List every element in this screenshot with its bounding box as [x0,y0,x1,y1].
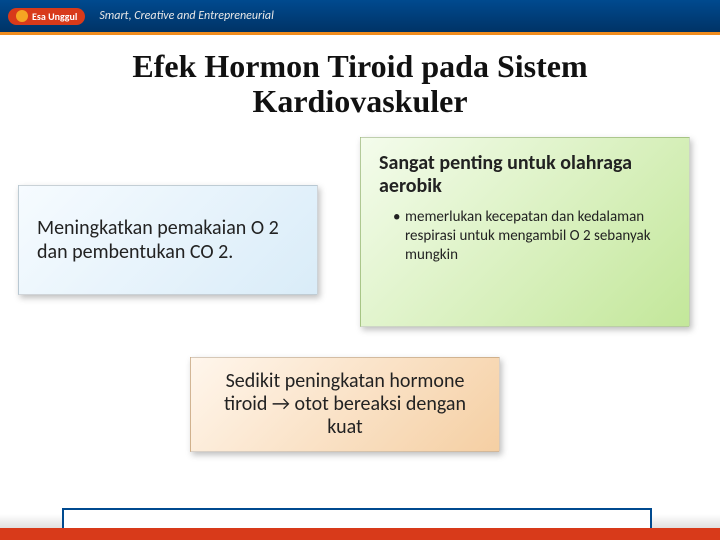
box-right: Sangat penting untuk olahraga aerobik me… [360,137,690,327]
tagline: Smart, Creative and Entrepreneurial [99,9,273,23]
box-right-heading: Sangat penting untuk olahraga aerobik [379,152,671,198]
slide-title: Efek Hormon Tiroid pada Sistem Kardiovas… [40,49,680,119]
box-left: Meningkatkan pemakaian O 2 dan pembentuk… [18,185,318,295]
header-divider [0,32,720,35]
header-bar: Esa Unggul Smart, Creative and Entrepren… [0,0,720,32]
logo-badge: Esa Unggul [8,8,85,25]
box-bottom: Sedikit peningkatan hormone tiroid → oto… [190,357,500,452]
logo-icon [16,10,28,22]
box-bottom-text: Sedikit peningkatan hormone tiroid → oto… [209,370,481,439]
logo-text: Esa Unggul [32,10,77,23]
footer [0,500,720,540]
box-right-list: memerlukan kecepatan dan kedalaman respi… [379,208,671,264]
box-left-text: Meningkatkan pemakaian O 2 dan pembentuk… [37,216,299,264]
box-right-bullet: memerlukan kecepatan dan kedalaman respi… [393,208,671,264]
content-area: Meningkatkan pemakaian O 2 dan pembentuk… [0,137,720,467]
footer-bar [0,528,720,540]
